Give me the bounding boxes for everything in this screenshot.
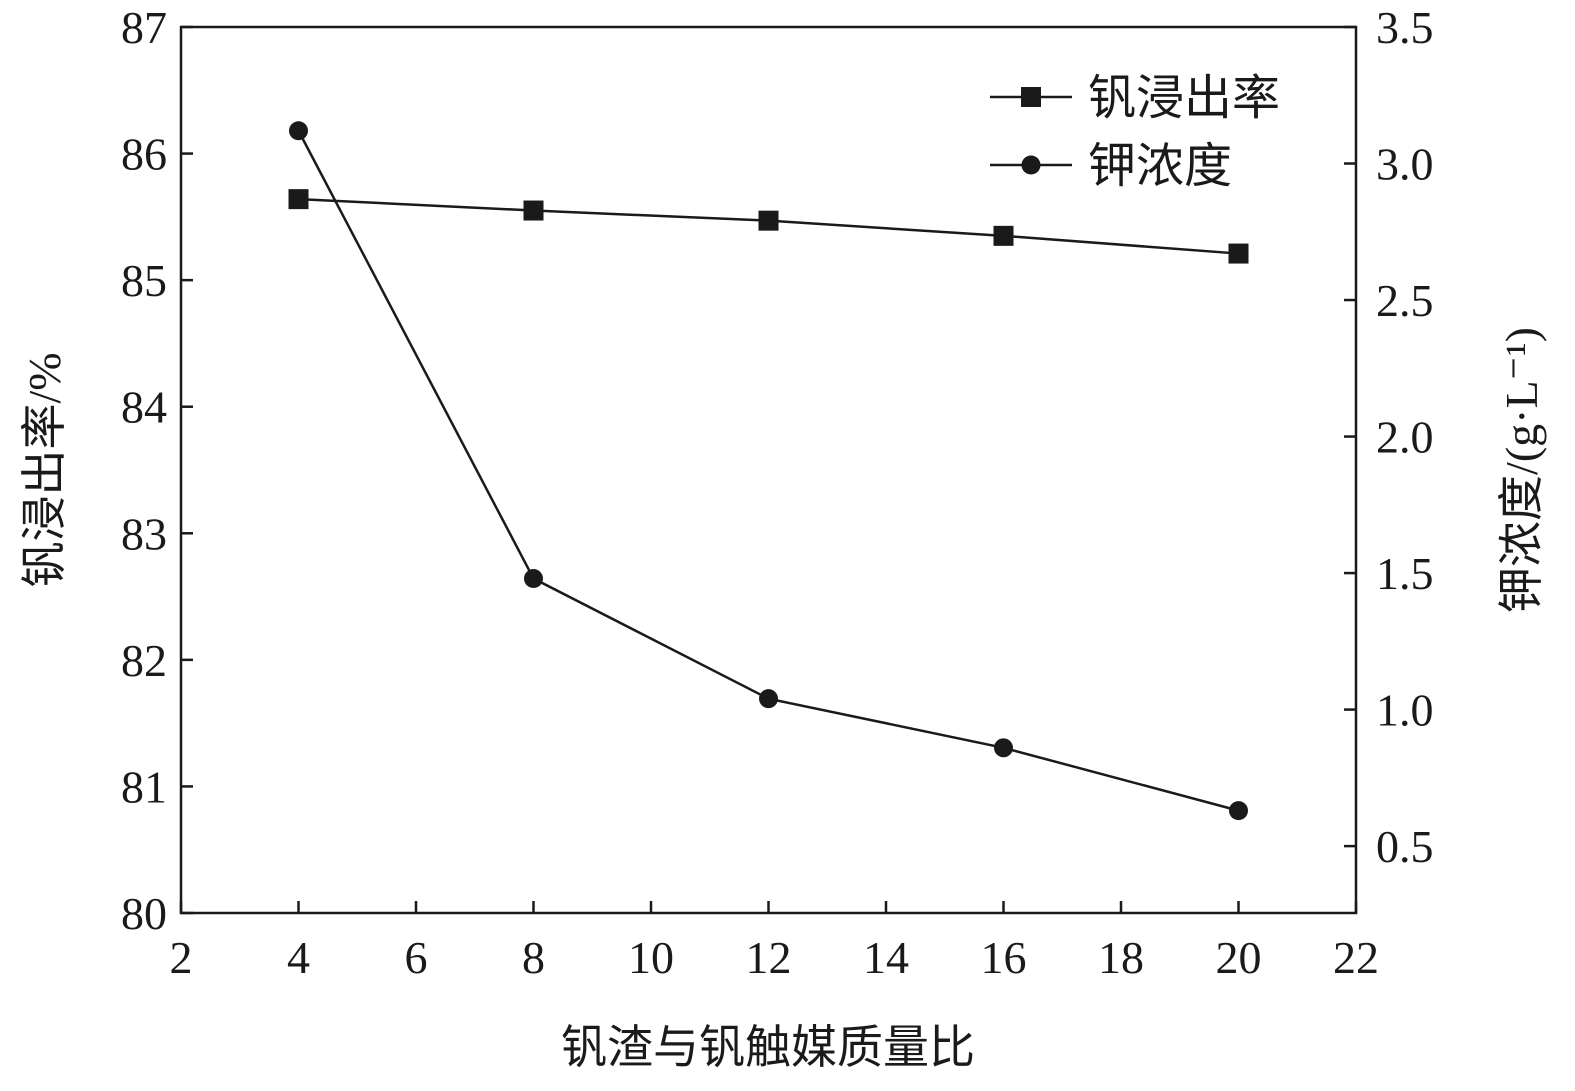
series-1 [288, 189, 1249, 264]
x-tick-label: 8 [522, 932, 545, 983]
series-2 [289, 121, 1248, 821]
legend-label: 钾浓度 [1088, 140, 1232, 193]
y-tick-label: 82 [121, 635, 167, 686]
data-point [1228, 243, 1249, 264]
y-tick-label: 84 [121, 382, 167, 433]
data-point [524, 569, 543, 589]
x-tick-label: 18 [1098, 932, 1144, 983]
x-tick-label: 4 [287, 932, 310, 983]
x-tick-label: 20 [1216, 932, 1262, 983]
legend-marker [1021, 155, 1041, 175]
x-tick-label: 10 [628, 932, 674, 983]
x-tick-label: 14 [863, 932, 909, 983]
y-tick-label: 81 [121, 761, 167, 812]
y-tick-label: 83 [121, 508, 167, 559]
y2-tick-label: 3.0 [1376, 139, 1434, 190]
data-point [289, 121, 308, 141]
x-tick-label: 6 [405, 932, 428, 983]
data-point [758, 210, 779, 231]
y2-tick-label: 1.5 [1376, 548, 1434, 599]
y2-axis-label: 钾浓度/(g·L⁻¹) [1496, 327, 1547, 613]
x-tick-label: 22 [1333, 932, 1379, 983]
legend-label: 钒浸出率 [1088, 72, 1280, 125]
data-point [994, 738, 1013, 758]
y-tick-label: 87 [121, 2, 167, 53]
y2-tick-label: 2.0 [1376, 412, 1434, 463]
x-axis-label: 钒渣与钒触媒质量比 [561, 1022, 975, 1073]
series-line [297, 130, 1239, 812]
y-tick-label: 80 [121, 888, 167, 939]
data-point [523, 200, 544, 221]
y2-tick-label: 0.5 [1376, 821, 1434, 872]
data-point [1229, 801, 1248, 821]
data-point [993, 225, 1014, 246]
legend-marker [1021, 87, 1041, 107]
x-tick-label: 12 [746, 932, 792, 983]
data-point [759, 689, 778, 709]
y-tick-label: 86 [121, 129, 167, 180]
x-tick-label: 16 [981, 932, 1027, 983]
y-tick-label: 85 [121, 255, 167, 306]
y2-tick-label: 3.5 [1376, 2, 1434, 53]
y2-tick-label: 2.5 [1376, 275, 1434, 326]
data-point [288, 189, 309, 210]
x-tick-label: 2 [170, 932, 193, 983]
y-axis-label: 钒浸出率/% [19, 352, 70, 587]
y2-tick-label: 1.0 [1376, 685, 1434, 736]
